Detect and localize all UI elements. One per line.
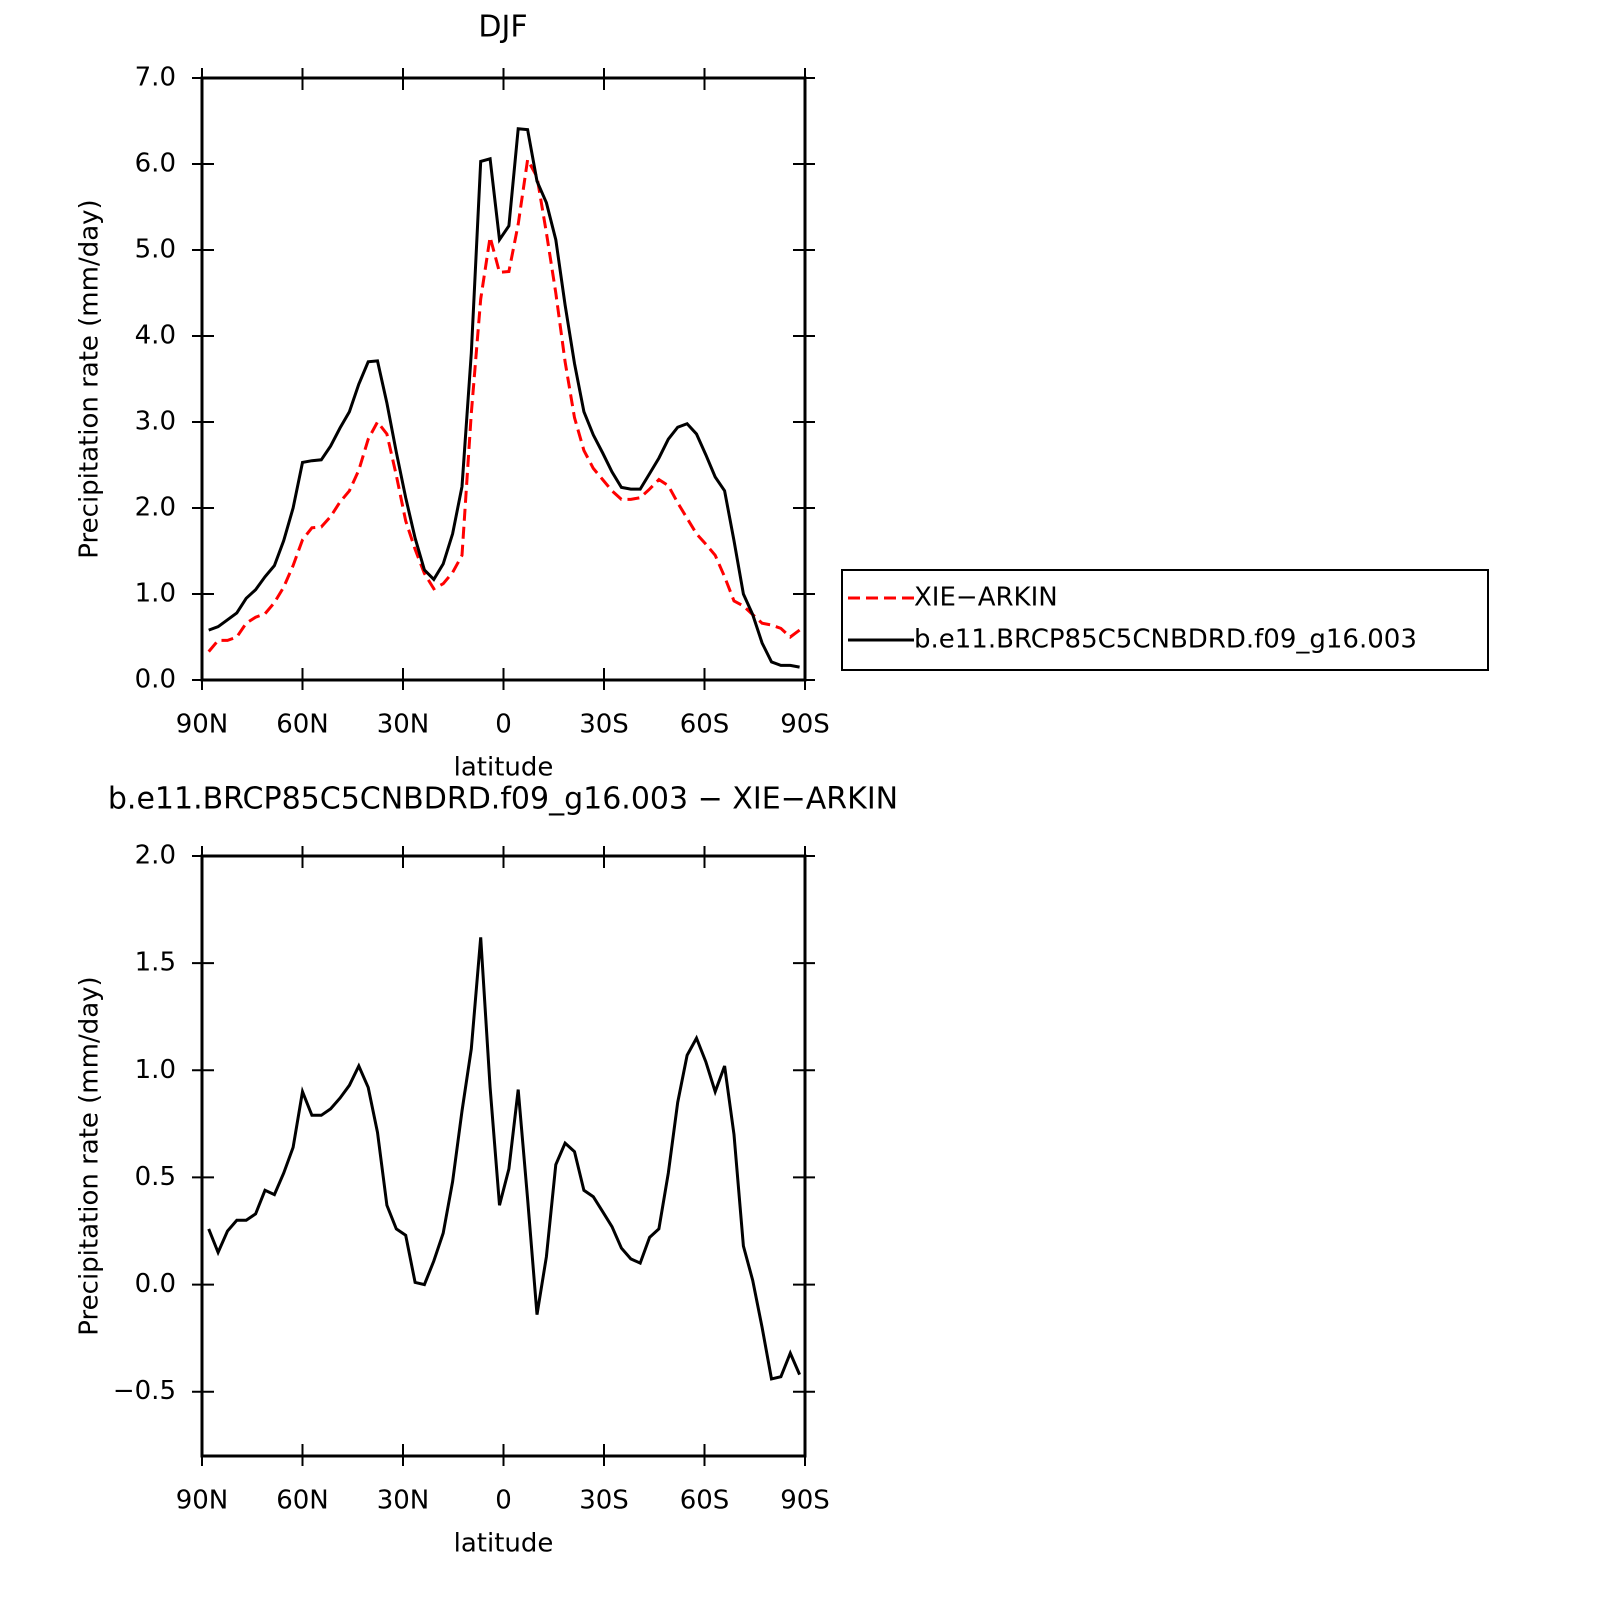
y-tick-label: 0.0 <box>135 665 176 695</box>
y-tick-label: 7.0 <box>135 63 176 93</box>
data-line <box>207 155 801 653</box>
y-tick-label: 2.0 <box>135 841 176 871</box>
y-tick-label: 6.0 <box>135 149 176 179</box>
data-line <box>208 127 800 669</box>
x-tick-label: 60N <box>276 1486 329 1516</box>
legend-label: XIE−ARKIN <box>914 583 1058 613</box>
x-tick-label: 60S <box>680 1486 730 1516</box>
x-tick-label: 90S <box>780 710 830 740</box>
x-tick-label: 30S <box>579 710 629 740</box>
y-tick-label: 1.0 <box>135 1055 176 1085</box>
y-tick-label: 0.5 <box>135 1162 176 1192</box>
x-tick-label: 0 <box>495 1486 512 1516</box>
x-tick-label: 90S <box>780 1486 830 1516</box>
x-axis-label: latitude <box>454 753 554 783</box>
y-tick-label: 0.0 <box>135 1269 176 1299</box>
plot-frame <box>200 854 807 1458</box>
y-tick-label: 5.0 <box>135 235 176 265</box>
x-tick-label: 30S <box>579 1486 629 1516</box>
legend-box <box>841 569 1489 671</box>
y-tick-label: 1.5 <box>135 948 176 978</box>
y-tick-label: 1.0 <box>135 579 176 609</box>
x-tick-label: 60N <box>276 710 329 740</box>
y-tick-label: −0.5 <box>113 1376 176 1406</box>
y-axis-label: Precipitation rate (mm/day) <box>75 976 105 1335</box>
y-tick-label: 3.0 <box>135 407 176 437</box>
legend-label: b.e11.BRCP85C5CNBDRD.f09_g16.003 <box>914 625 1417 655</box>
chart-title: b.e11.BRCP85C5CNBDRD.f09_g16.003 − XIE−A… <box>108 782 898 817</box>
y-axis-label: Precipitation rate (mm/day) <box>75 199 105 558</box>
x-axis-label: latitude <box>454 1529 554 1559</box>
x-tick-label: 30N <box>377 710 430 740</box>
x-tick-label: 0 <box>495 710 512 740</box>
data-line <box>207 937 801 1381</box>
y-tick-label: 4.0 <box>135 321 176 351</box>
x-tick-label: 60S <box>680 710 730 740</box>
x-tick-label: 90N <box>176 710 229 740</box>
chart-title: DJF <box>478 10 527 45</box>
y-tick-label: 2.0 <box>135 493 176 523</box>
x-tick-label: 90N <box>176 1486 229 1516</box>
x-tick-label: 30N <box>377 1486 430 1516</box>
plot-frame <box>200 76 807 682</box>
